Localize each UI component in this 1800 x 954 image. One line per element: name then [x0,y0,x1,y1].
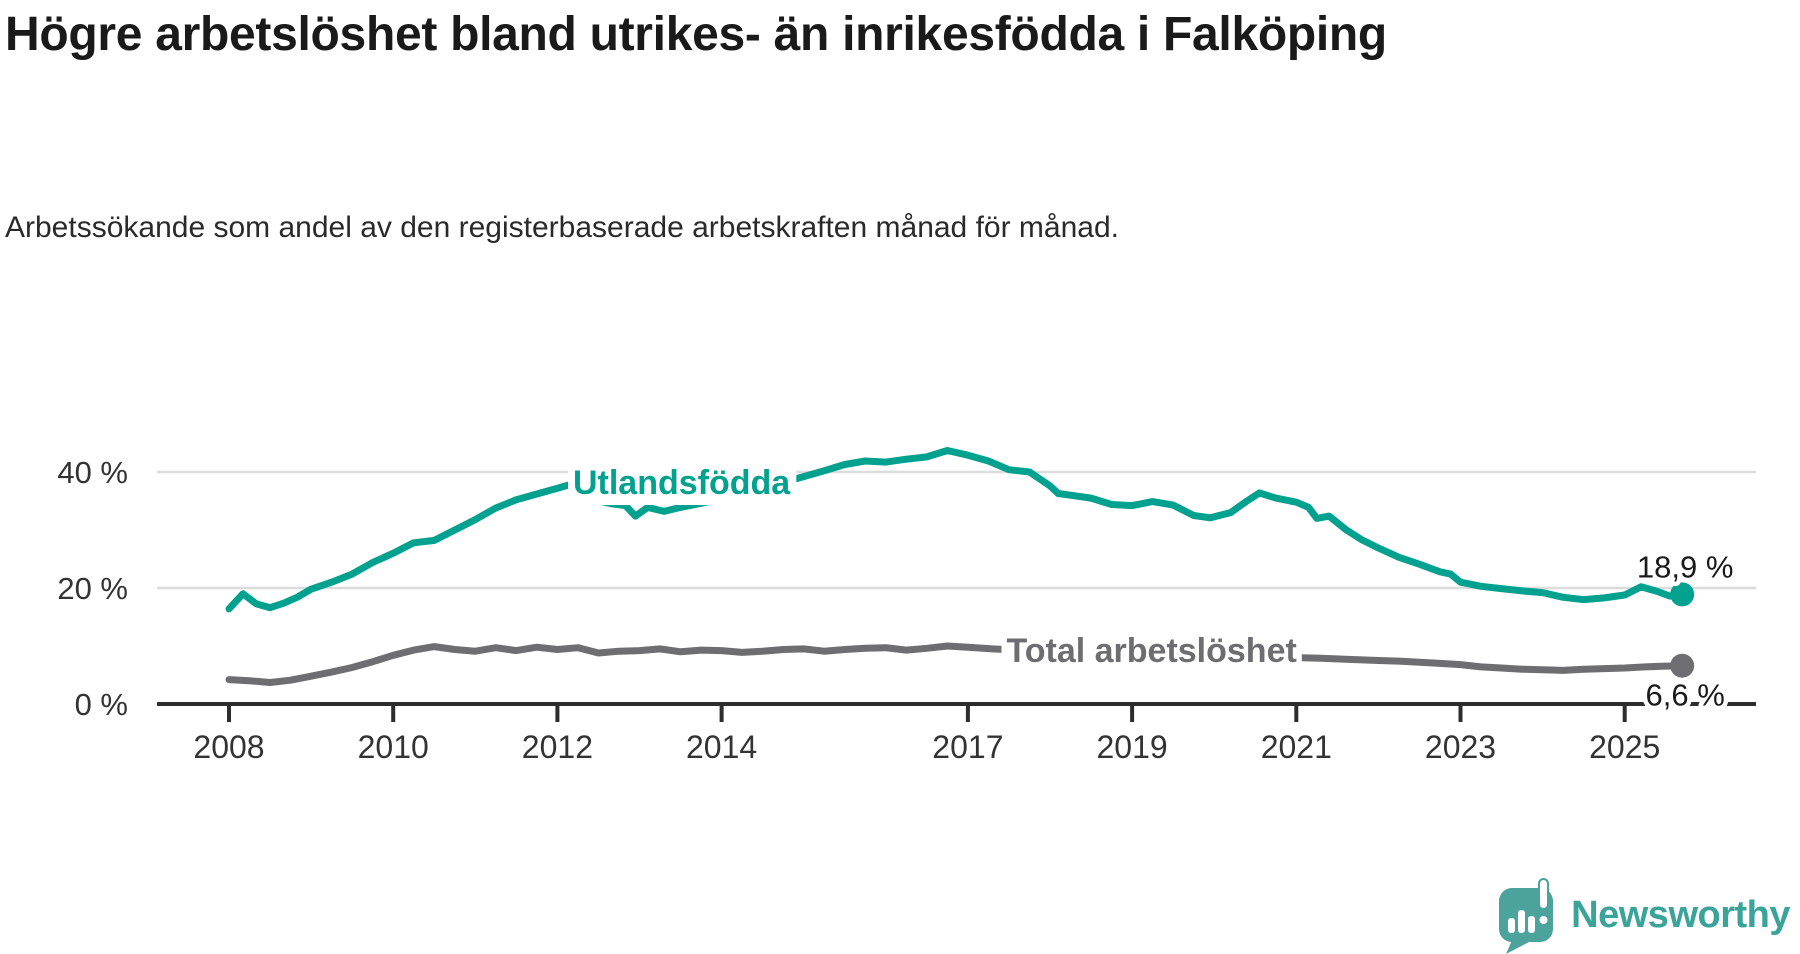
series-label-1: Total arbetslöshet [1006,632,1296,670]
x-axis-tick-label: 2021 [1261,729,1332,765]
y-axis-tick-label: 0 % [75,687,128,722]
end-dot-series-0 [1670,582,1695,607]
end-dot-series-1 [1670,653,1695,678]
x-axis-tick-label: 2014 [686,729,757,765]
x-axis-tick-label: 2025 [1589,729,1660,765]
y-axis-tick-label: 40 % [57,455,128,490]
x-axis-tick-label: 2012 [522,729,593,765]
x-axis-tick-label: 2023 [1425,729,1496,765]
brand-wordmark: Newsworthy [1571,893,1790,936]
x-axis-tick-label: 2010 [358,729,429,765]
newsworthy-logo-icon [1499,878,1554,954]
series-label-mask [567,461,797,506]
end-value-label-series-1: 6,6 % [1646,678,1725,713]
x-axis-tick-label: 2019 [1097,729,1168,765]
y-axis-tick-label: 20 % [57,571,128,606]
end-value-label-series-0: 18,9 % [1637,549,1734,584]
page-title: Högre arbetslöshet bland utrikes- än inr… [5,8,1387,61]
page-subtitle: Arbetssökande som andel av den registerb… [5,211,1119,244]
x-axis-tick-label: 2017 [932,729,1003,765]
brand-footer: Newsworthy [1497,876,1790,954]
x-axis-tick-label: 2008 [193,729,264,765]
line-series-1 [225,642,1686,686]
line-series-0 [225,447,1686,613]
series-label-mask [1001,629,1302,674]
series-label-0: Utlandsfödda [573,464,791,502]
